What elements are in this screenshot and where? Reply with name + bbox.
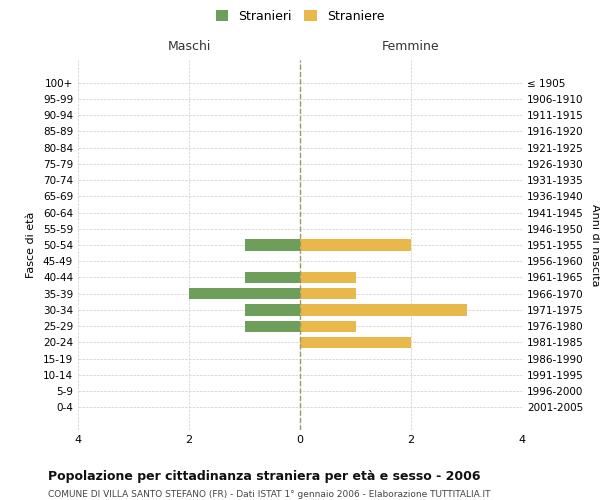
Legend: Stranieri, Straniere: Stranieri, Straniere [212,6,388,26]
Bar [245,320,300,332]
Bar [300,320,355,332]
Text: Femmine: Femmine [382,40,440,52]
Y-axis label: Fasce di età: Fasce di età [26,212,36,278]
Bar [300,337,411,348]
Bar [189,288,300,300]
Bar [245,272,300,283]
Text: COMUNE DI VILLA SANTO STEFANO (FR) - Dati ISTAT 1° gennaio 2006 - Elaborazione T: COMUNE DI VILLA SANTO STEFANO (FR) - Dat… [48,490,491,499]
Text: Popolazione per cittadinanza straniera per età e sesso - 2006: Popolazione per cittadinanza straniera p… [48,470,481,483]
Text: Maschi: Maschi [167,40,211,52]
Bar [300,288,355,300]
Bar [245,240,300,250]
Bar [245,304,300,316]
Y-axis label: Anni di nascita: Anni di nascita [590,204,600,286]
Bar [300,240,411,250]
Bar [300,304,467,316]
Bar [300,272,355,283]
